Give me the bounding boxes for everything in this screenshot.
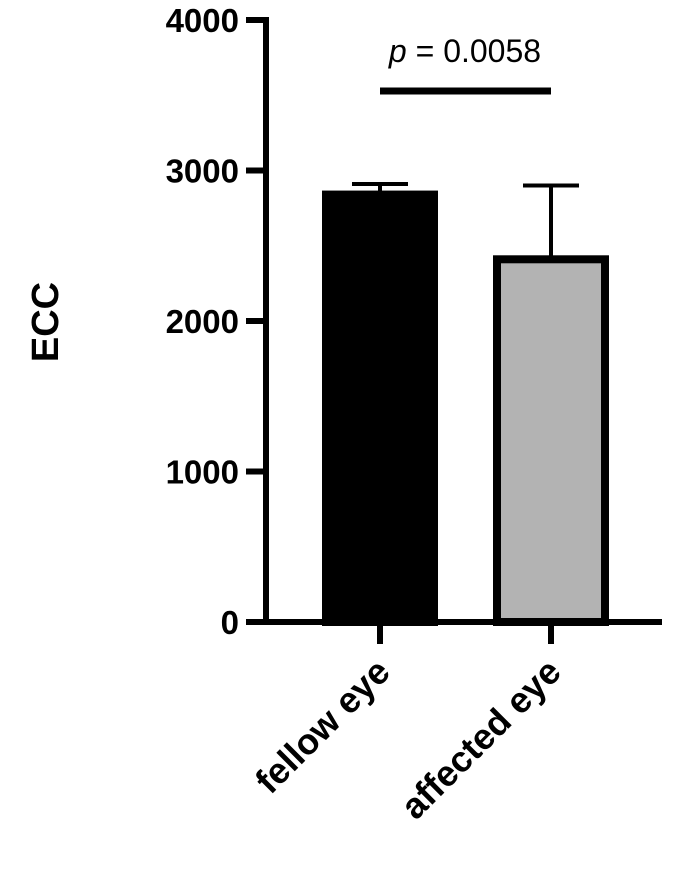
y-tick-label: 1000 (166, 454, 239, 491)
bar (493, 255, 609, 626)
p-symbol: p (388, 33, 407, 69)
y-tick-label: 0 (221, 604, 239, 641)
y-tick-label: 3000 (166, 153, 239, 190)
x-tick-label: fellow eye (247, 651, 398, 802)
y-tick-label: 4000 (166, 2, 239, 39)
significance-label: p = 0.0058 (388, 33, 541, 69)
p-value: = 0.0058 (407, 33, 541, 69)
x-tick-label: affected eye (393, 651, 569, 827)
y-axis-label: ECC (25, 282, 67, 362)
bar (322, 190, 438, 627)
y-tick-label: 2000 (166, 303, 239, 340)
